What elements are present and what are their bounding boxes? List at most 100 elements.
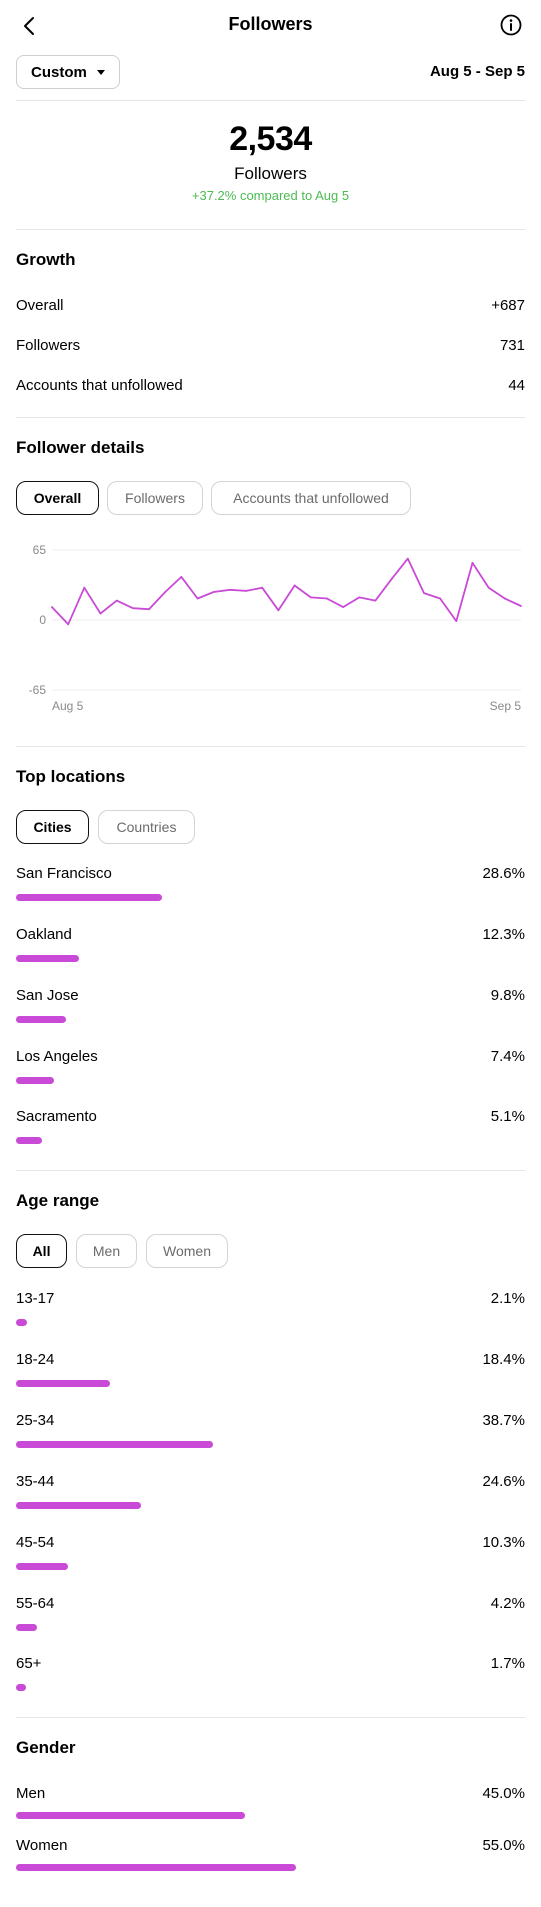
tab-men[interactable]: Men — [76, 1234, 137, 1268]
data-point — [503, 597, 506, 600]
tab-countries[interactable]: Countries — [98, 810, 195, 844]
follower-details-title: Follower details — [16, 438, 145, 457]
age-bar — [16, 1441, 214, 1448]
data-point — [471, 562, 474, 564]
back-button[interactable] — [18, 14, 42, 38]
y-tick-label: -65 — [29, 683, 47, 697]
gender-title: Gender — [16, 1738, 76, 1757]
location-value: 7.4% — [490, 1048, 525, 1065]
age-value: 24.6% — [482, 1473, 525, 1490]
tab-all[interactable]: All — [16, 1234, 67, 1268]
data-point — [99, 612, 102, 615]
follower-line-chart: 65 0 -65 Aug 5 Sep 5 — [29, 543, 522, 713]
data-point — [390, 578, 393, 580]
location-bar — [16, 955, 79, 962]
data-point — [245, 590, 247, 592]
location-value: 9.8% — [490, 987, 525, 1004]
divider — [16, 100, 525, 101]
age-value: 10.3% — [482, 1534, 525, 1551]
growth-row-label: Overall — [16, 297, 64, 314]
data-point — [212, 591, 215, 593]
location-bar — [16, 1077, 54, 1084]
location-value: 28.6% — [482, 865, 525, 882]
location-label: San Jose — [16, 987, 79, 1004]
data-point — [277, 609, 280, 612]
data-point — [358, 596, 361, 599]
divider — [16, 1170, 525, 1171]
gender-value: 55.0% — [482, 1837, 525, 1854]
data-point — [309, 596, 312, 599]
data-point — [487, 586, 490, 589]
y-tick-label: 0 — [39, 613, 46, 627]
divider — [16, 417, 525, 418]
gender-label: Men — [16, 1785, 46, 1802]
age-bar — [16, 1684, 26, 1691]
growth-row-value: 731 — [499, 337, 525, 354]
tab-women[interactable]: Women — [146, 1234, 228, 1268]
divider — [16, 229, 525, 230]
data-point — [342, 606, 345, 608]
age-bar — [16, 1380, 110, 1387]
date-range-dropdown[interactable]: Custom — [16, 55, 120, 89]
data-point — [423, 592, 425, 594]
data-point — [439, 597, 442, 600]
age-label: 55-64 — [16, 1595, 55, 1612]
tab-followers[interactable]: Followers — [107, 481, 203, 515]
location-label: Sacramento — [16, 1108, 97, 1125]
growth-row-value: 44 — [508, 377, 525, 394]
age-bar — [16, 1319, 27, 1326]
age-label: 18-24 — [16, 1351, 55, 1368]
age-range-title: Age range — [16, 1191, 100, 1210]
data-point — [326, 597, 328, 600]
tab-cities[interactable]: Cities — [16, 810, 89, 844]
data-point — [164, 591, 167, 593]
data-point — [196, 597, 199, 600]
age-value: 1.7% — [490, 1655, 525, 1672]
growth-row-label: Accounts that unfollowed — [16, 377, 183, 394]
x-tick-label: Sep 5 — [490, 699, 522, 713]
data-point — [67, 623, 70, 626]
data-point — [293, 584, 296, 587]
age-value: 4.2% — [490, 1595, 525, 1612]
data-point — [374, 599, 377, 602]
date-range-text: Aug 5 - Sep 5 — [429, 63, 525, 80]
data-point — [131, 607, 134, 610]
age-value: 38.7% — [482, 1412, 525, 1429]
age-label: 13-17 — [16, 1290, 55, 1307]
age-value: 2.1% — [490, 1290, 525, 1307]
age-label: 25-34 — [16, 1412, 55, 1429]
growth-row-value: +687 — [491, 297, 525, 314]
location-label: Oakland — [16, 926, 72, 943]
date-range-dropdown-label: Custom — [31, 63, 87, 81]
chevron-left-icon — [24, 17, 34, 35]
tab-overall[interactable]: Overall — [16, 481, 99, 515]
info-icon — [500, 14, 522, 36]
location-bar — [16, 1137, 42, 1144]
x-tick-label: Aug 5 — [52, 699, 84, 713]
age-bar — [16, 1563, 69, 1570]
age-label: 35-44 — [16, 1473, 55, 1490]
data-point — [115, 599, 118, 602]
page-title: Followers — [228, 14, 313, 34]
data-point — [228, 588, 231, 591]
location-bar — [16, 1016, 66, 1023]
location-bar — [16, 894, 162, 901]
gender-value: 45.0% — [482, 1785, 525, 1802]
age-bar — [16, 1624, 38, 1631]
info-button[interactable] — [499, 13, 523, 37]
location-label: Los Angeles — [16, 1048, 98, 1065]
data-point — [83, 586, 86, 589]
data-point — [261, 586, 264, 589]
y-tick-label: 65 — [33, 543, 47, 557]
age-label: 45-54 — [16, 1534, 55, 1551]
gender-bar — [16, 1812, 246, 1819]
top-locations-title: Top locations — [16, 767, 126, 786]
tab-accounts-unfollowed[interactable]: Accounts that unfollowed — [211, 481, 411, 515]
age-label: 65+ — [16, 1655, 42, 1672]
data-point — [51, 606, 53, 608]
divider — [16, 1717, 525, 1718]
data-point — [148, 608, 150, 611]
data-point — [180, 576, 183, 578]
follower-count-label: Followers — [234, 164, 307, 183]
age-bar — [16, 1502, 142, 1509]
